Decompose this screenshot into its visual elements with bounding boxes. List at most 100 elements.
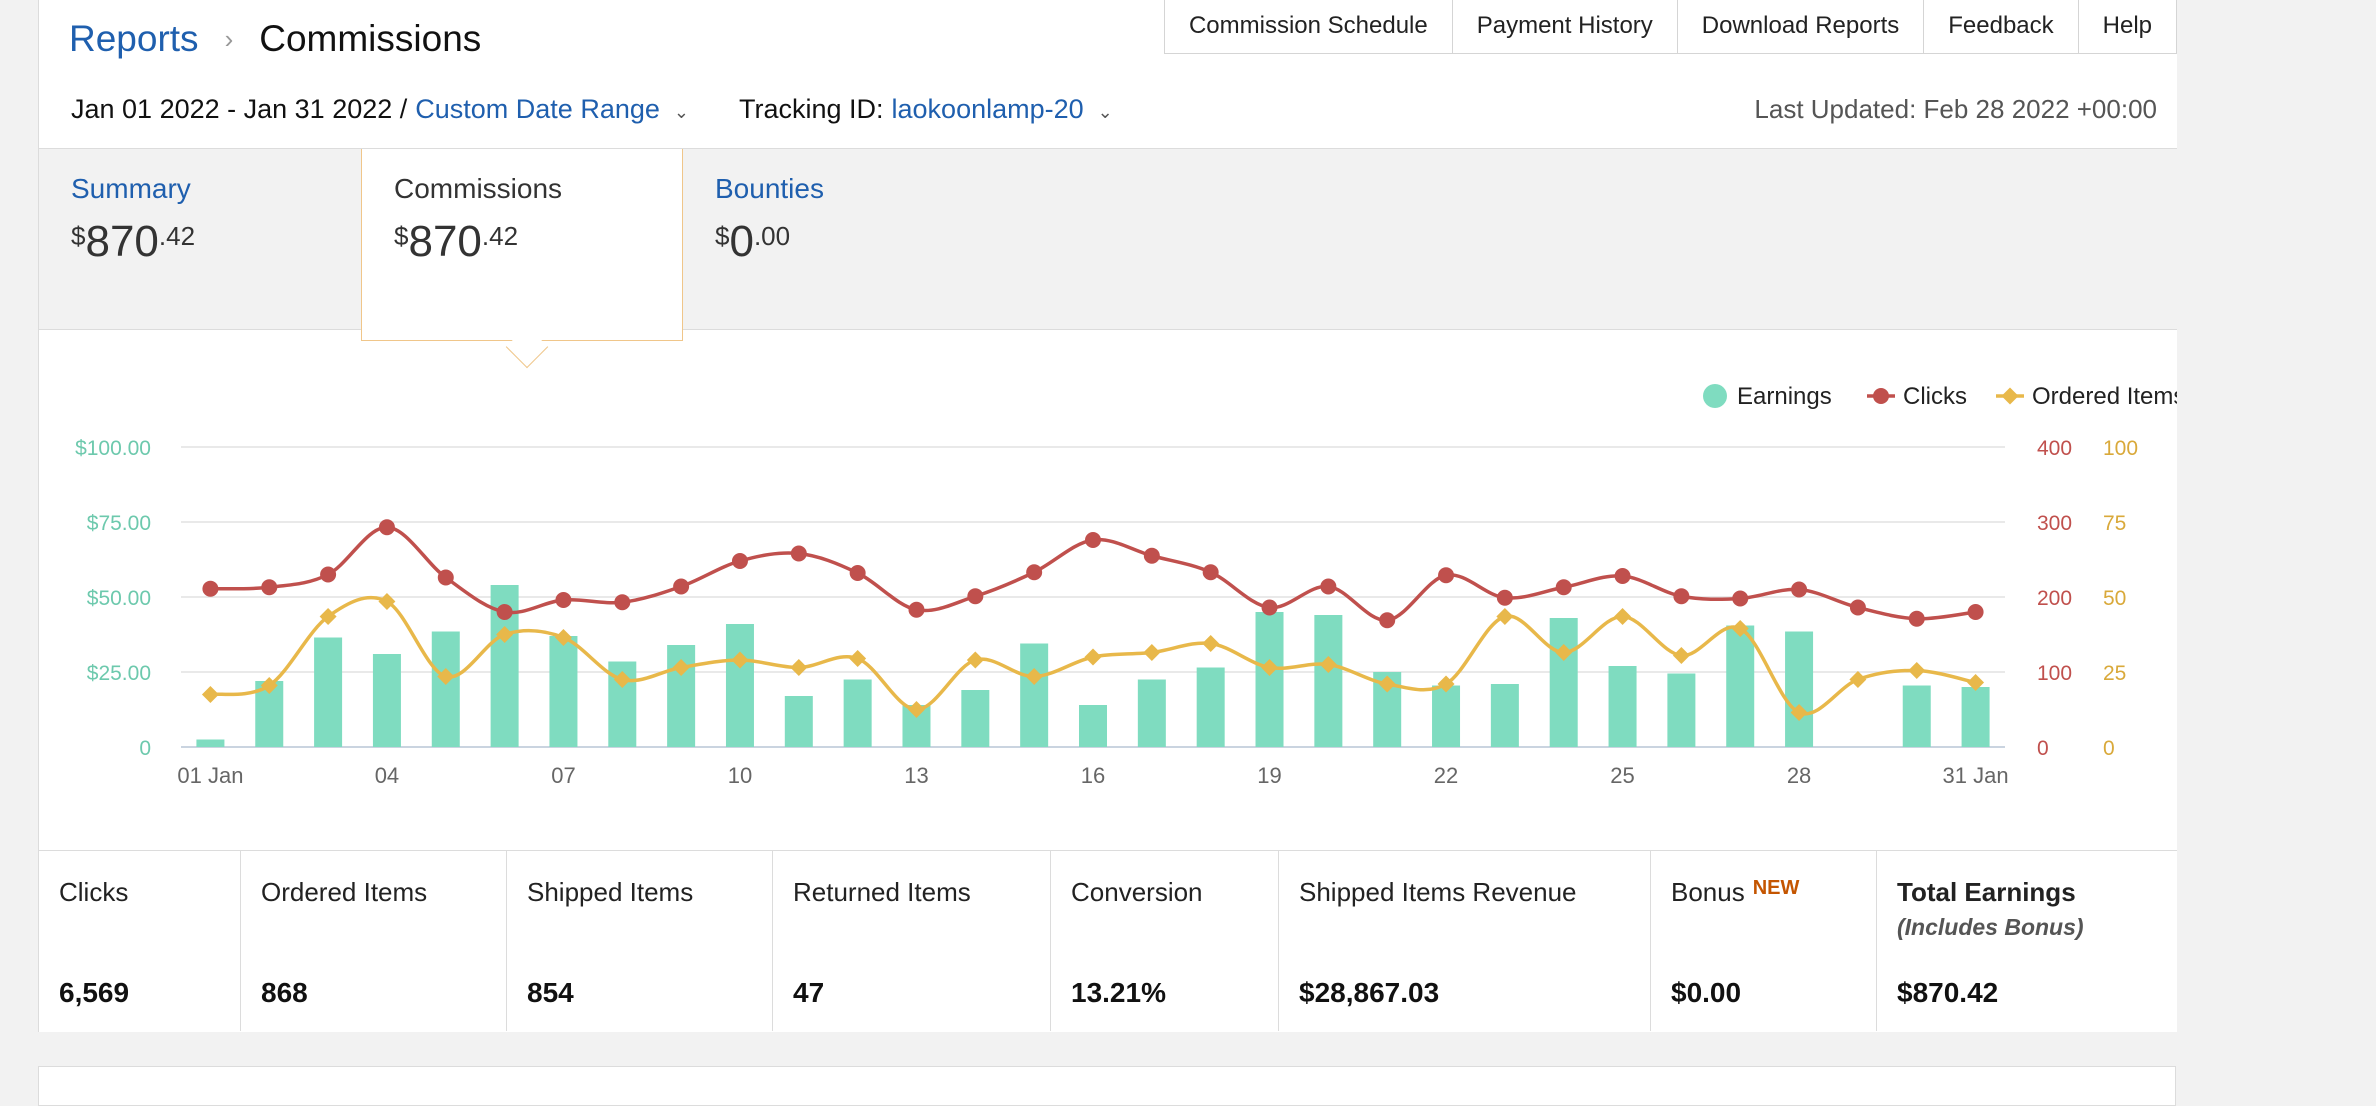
tab-summary[interactable]: Summary $ 870 .42: [39, 149, 361, 329]
legend-label: Clicks: [1903, 383, 1967, 410]
ordered-items-point: [1378, 675, 1396, 693]
metric-value: $870.42: [1897, 977, 1999, 1008]
currency-symbol: $: [394, 221, 409, 251]
clicks-point: [1673, 588, 1690, 605]
right-axis-clicks-tick-label: 200: [2037, 587, 2072, 610]
clicks-point: [378, 519, 395, 536]
help-link[interactable]: Help: [2077, 0, 2176, 53]
bonus-label: Bonus: [1671, 877, 1745, 907]
metric-conversion: Conversion 13.21%: [1051, 851, 1279, 1031]
right-axis-clicks-tick-label: 400: [2037, 437, 2072, 460]
tab-commissions-label: Commissions: [394, 173, 563, 204]
metric-label: Clicks: [59, 877, 129, 907]
x-axis-tick-label: 07: [551, 763, 575, 788]
breadcrumb: Reports › Commissions: [69, 18, 481, 60]
ordered-items-point: [319, 608, 337, 625]
tracking-id-dropdown[interactable]: laokoonlamp-20: [891, 94, 1084, 124]
ordered-items-point: [613, 671, 631, 688]
report-header: Reports › Commissions Jan 01 2022 - Jan …: [39, 0, 2177, 148]
amount-cents: .42: [481, 221, 519, 251]
clicks-point: [1732, 590, 1749, 607]
tab-bounties-label: Bounties: [715, 173, 824, 204]
breadcrumb-reports-link[interactable]: Reports: [69, 18, 199, 59]
earnings-bar: [314, 637, 343, 747]
x-axis-tick-label: 01 Jan: [177, 763, 243, 788]
download-reports-link[interactable]: Download Reports: [1676, 0, 1923, 53]
chevron-down-icon[interactable]: ⌄: [673, 102, 689, 122]
clicks-point: [437, 569, 454, 586]
left-axis-tick-label: $50.00: [87, 587, 151, 610]
earnings-bar: [1726, 625, 1755, 747]
ordered-items-point: [731, 651, 749, 669]
feedback-link[interactable]: Feedback: [1923, 0, 2077, 53]
ordered-items-point: [1672, 647, 1690, 664]
currency-symbol: $: [71, 221, 86, 251]
x-axis-tick-label: 28: [1787, 763, 1811, 788]
metric-bonus: Bonus NEW $0.00: [1651, 851, 1877, 1031]
page-title: Commissions: [259, 18, 482, 59]
chevron-down-icon[interactable]: ⌄: [1097, 102, 1113, 122]
payment-history-link[interactable]: Payment History: [1451, 0, 1677, 53]
clicks-point: [1026, 564, 1043, 581]
earnings-bar: [1961, 687, 1990, 747]
legend-clicks-marker: [1873, 388, 1889, 404]
x-axis-tick-label: 31 Jan: [1943, 763, 2009, 788]
x-axis-tick-label: 25: [1610, 763, 1634, 788]
ordered-items-point: [1261, 659, 1279, 676]
clicks-point: [790, 545, 807, 562]
metric-label: Shipped Items Revenue: [1299, 877, 1577, 907]
ordered-items-point: [1614, 608, 1632, 625]
tab-commissions[interactable]: Commissions $ 870 .42: [361, 149, 683, 369]
clicks-point: [555, 592, 572, 608]
x-axis-tick-label: 19: [1257, 763, 1281, 788]
metric-label: Total Earnings: [1897, 877, 2076, 907]
ordered-items-point: [496, 626, 514, 643]
ordered-items-point: [1084, 648, 1102, 666]
earnings-bar: [1255, 612, 1284, 747]
clicks-point: [967, 588, 984, 605]
metric-ordered-items: Ordered Items 868: [241, 851, 507, 1031]
ordered-items-point: [1967, 674, 1985, 691]
ordered-items-point: [672, 659, 690, 676]
metric-clicks: Clicks 6,569: [39, 851, 241, 1031]
metric-returned-items: Returned Items 47: [773, 851, 1051, 1031]
commissions-chart: 0 0 0 $25.00 100 25 $50.00 200 50 $75.00 300 75 $100…: [39, 330, 2185, 850]
clicks-point: [1143, 547, 1160, 564]
date-range-text: Jan 01 2022 - Jan 31 2022 /: [71, 94, 408, 124]
next-section-card: [38, 1066, 2176, 1106]
summary-amount: $ 870 .42: [71, 217, 361, 267]
ordered-items-point: [907, 701, 925, 718]
right-axis-ordered-tick-label: 25: [2103, 662, 2126, 685]
ordered-items-point: [554, 629, 572, 646]
clicks-point: [731, 553, 748, 569]
legend-label: Ordered Items: [2032, 383, 2177, 410]
x-axis-tick-label: 13: [904, 763, 928, 788]
clicks-point: [614, 594, 631, 611]
clicks-point: [1496, 589, 1513, 606]
x-axis-tick-label: 04: [375, 763, 399, 788]
commission-schedule-link[interactable]: Commission Schedule: [1188, 12, 1428, 39]
clicks-point: [1849, 599, 1866, 616]
ordered-items-point: [790, 659, 808, 676]
metric-value: $0.00: [1671, 977, 1742, 1008]
earnings-bar: [1667, 673, 1696, 747]
clicks-point: [1320, 578, 1337, 595]
date-range-dropdown[interactable]: Custom Date Range: [415, 94, 660, 124]
amount-whole: 0: [729, 217, 754, 266]
tab-bounties[interactable]: Bounties $ 0 .00: [683, 149, 1005, 329]
earnings-bar: [1137, 679, 1166, 747]
right-axis-clicks-tick-label: 300: [2037, 512, 2072, 535]
ordered-items-point: [1790, 704, 1808, 721]
ordered-items-point: [201, 686, 219, 703]
ordered-items-point: [1143, 644, 1161, 661]
commissions-amount: $ 870 .42: [394, 217, 682, 267]
earnings-bar: [1079, 705, 1107, 747]
clicks-point: [1908, 610, 1925, 627]
clicks-point: [1967, 604, 1984, 620]
legend-label: Earnings: [1737, 383, 1832, 410]
new-badge: NEW: [1752, 877, 1800, 899]
summary-tabs: Summary $ 870 .42 Commissions $ 870 .42 …: [39, 148, 2177, 369]
chart-svg: 0 0 0 $25.00 100 25 $50.00 200 50 $75.00 300 75 $100…: [75, 383, 2185, 788]
metric-value: 868: [261, 977, 308, 1008]
ordered-items-point: [1908, 662, 1926, 679]
